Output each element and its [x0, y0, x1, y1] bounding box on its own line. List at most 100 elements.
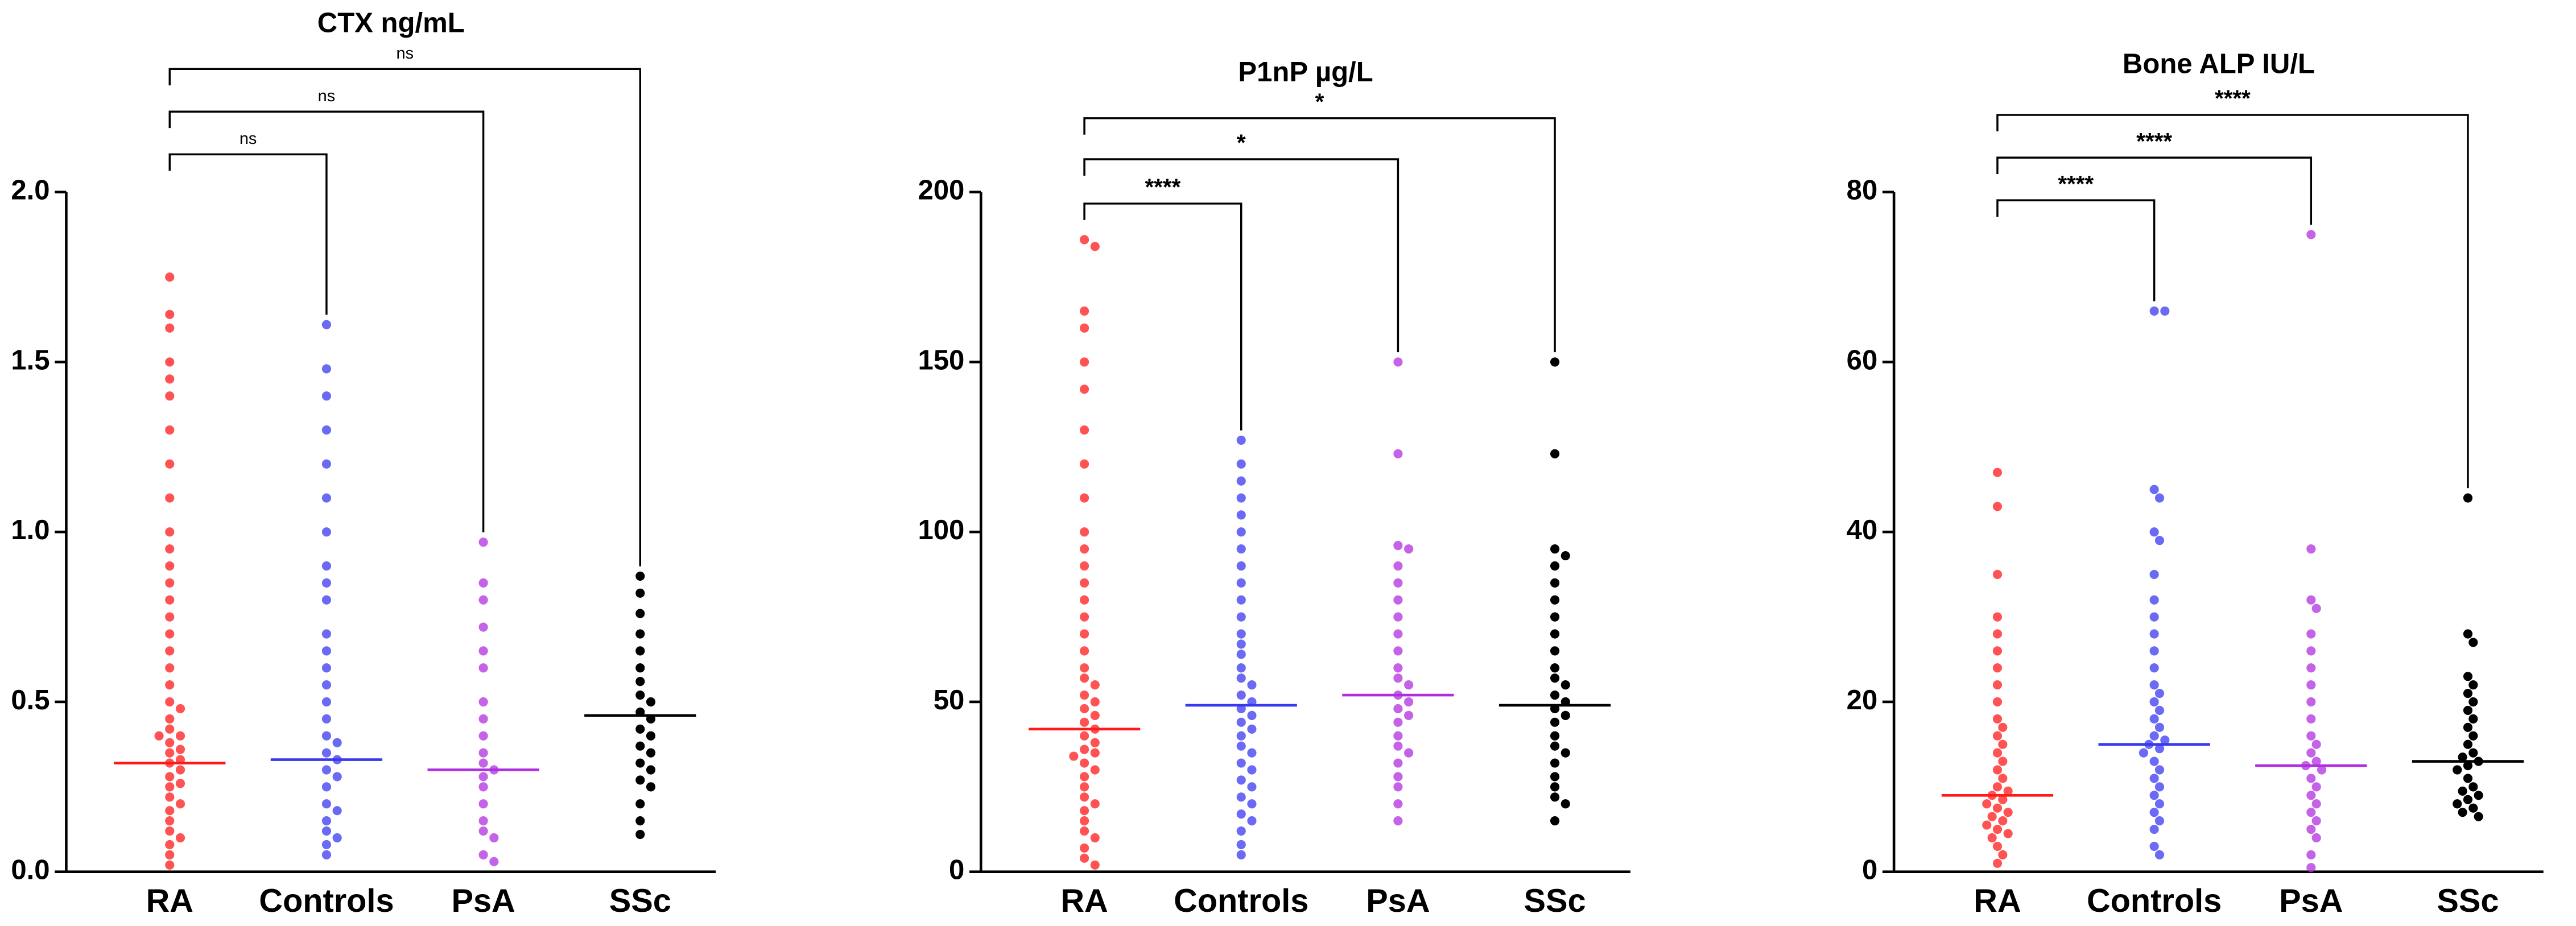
data-point [1393, 357, 1403, 367]
chart-title: P1nP µg/L [1238, 57, 1373, 88]
data-point [1393, 782, 1403, 792]
data-point [2458, 808, 2467, 817]
data-point [1079, 690, 1089, 700]
y-tick-label: 20 [1847, 685, 1878, 716]
data-point [1550, 578, 1560, 588]
data-point [1079, 235, 1089, 245]
data-point [1550, 717, 1560, 727]
data-point [1090, 765, 1100, 775]
data-point [2311, 833, 2321, 843]
data-point [1561, 680, 1570, 690]
y-tick-label: 2.0 [11, 175, 49, 206]
data-point [2458, 786, 2467, 796]
data-point [165, 840, 175, 850]
data-point [1992, 629, 2003, 639]
data-point [165, 816, 175, 826]
data-point [321, 493, 332, 503]
data-point [1393, 663, 1403, 673]
data-point [1247, 680, 1257, 690]
significance-label: * [1315, 89, 1324, 115]
data-point [2311, 603, 2321, 613]
data-point [1079, 306, 1089, 316]
data-point [2139, 748, 2149, 758]
data-point [2306, 824, 2316, 834]
data-point [1393, 561, 1403, 571]
data-point [2463, 774, 2473, 783]
data-point [2149, 663, 2159, 673]
data-point [2463, 760, 2473, 771]
data-point [165, 629, 175, 639]
data-point [2154, 765, 2165, 775]
y-tick-label: 0.0 [11, 855, 49, 886]
data-point [1090, 799, 1100, 809]
data-point [2154, 782, 2165, 792]
data-point [1987, 833, 1997, 843]
significance-bracket [1996, 114, 2469, 489]
data-point [321, 578, 332, 588]
data-point [2154, 688, 2165, 698]
data-point [2149, 714, 2159, 724]
data-point [321, 731, 332, 741]
data-point [1992, 468, 2003, 477]
data-point [2468, 714, 2478, 724]
data-point [1090, 833, 1100, 843]
data-point [2463, 493, 2473, 503]
data-point [165, 748, 175, 758]
data-point [2463, 705, 2473, 716]
data-point [1079, 717, 1089, 727]
data-point [2306, 680, 2316, 690]
data-point [1550, 612, 1560, 622]
data-point [321, 629, 332, 639]
data-point [175, 765, 185, 775]
data-point [1079, 772, 1089, 782]
y-tick-label: 150 [918, 345, 964, 375]
data-point [635, 663, 645, 673]
data-point [1992, 612, 2003, 622]
data-point [2463, 688, 2473, 698]
data-point [1236, 639, 1246, 649]
significance-label: **** [2058, 171, 2094, 197]
data-point [1079, 816, 1089, 826]
data-point [321, 850, 332, 859]
data-point [2468, 803, 2478, 813]
y-tick-label: 0 [1862, 855, 1877, 886]
x-tick-label: PsA [2279, 883, 2343, 919]
data-point [1079, 578, 1089, 588]
data-point [1561, 551, 1570, 561]
data-point [321, 425, 332, 435]
data-point [1079, 843, 1089, 853]
chart-title: CTX ng/mL [317, 7, 465, 38]
data-point [2453, 765, 2462, 775]
data-point [165, 724, 175, 734]
data-point [2149, 569, 2159, 580]
data-point [175, 731, 185, 741]
data-point [635, 799, 645, 809]
significance-bracket [1083, 202, 1242, 431]
data-point [165, 493, 175, 503]
data-point [1236, 459, 1246, 469]
data-point [2154, 722, 2165, 732]
data-point [1992, 765, 2003, 775]
x-tick-label: RA [146, 883, 193, 919]
data-point [1090, 738, 1100, 747]
data-point [165, 425, 175, 435]
significance-bracket [1083, 158, 1400, 353]
data-point [2306, 863, 2316, 873]
data-point [1236, 690, 1246, 700]
data-point [1079, 663, 1089, 673]
data-point [478, 782, 488, 792]
data-point [321, 561, 332, 571]
data-point [1090, 860, 1100, 870]
data-point [1079, 493, 1089, 503]
data-point [478, 772, 488, 782]
data-point [321, 816, 332, 826]
data-point [1236, 544, 1246, 554]
data-point [1998, 756, 2008, 766]
y-tick-label: 80 [1847, 175, 1878, 206]
data-point [165, 782, 175, 792]
data-point [635, 629, 645, 639]
data-point [2306, 595, 2316, 605]
y-tick-label: 1.0 [11, 515, 49, 545]
data-point [1393, 541, 1403, 551]
